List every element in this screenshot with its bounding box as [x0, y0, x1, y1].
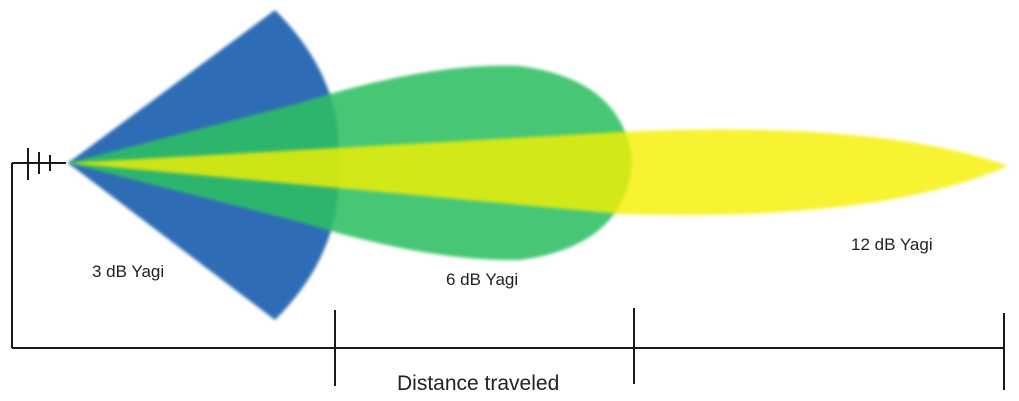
lobe-12db — [68, 129, 1008, 215]
label-6db-yagi: 6 dB Yagi — [446, 270, 519, 289]
distance-axis — [11, 163, 1005, 390]
label-12db-yagi: 12 dB Yagi — [851, 235, 933, 254]
label-distance-traveled: Distance traveled — [397, 372, 560, 395]
label-3db-yagi: 3 dB Yagi — [92, 262, 165, 281]
yagi-antenna-icon — [12, 148, 66, 180]
